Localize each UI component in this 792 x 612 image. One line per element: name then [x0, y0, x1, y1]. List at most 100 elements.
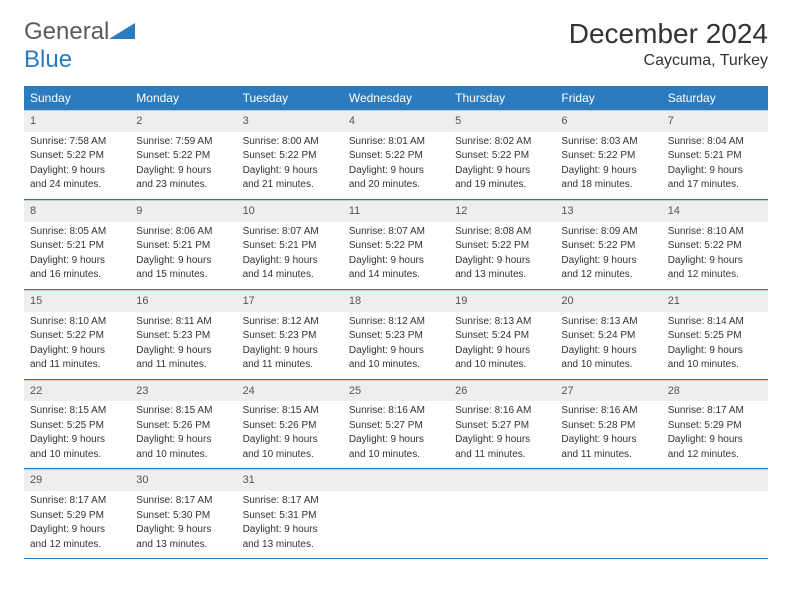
sunset-text: Sunset: 5:29 PM: [668, 419, 762, 433]
daylight-line1: Daylight: 9 hours: [30, 433, 124, 447]
sunrise-text: Sunrise: 8:15 AM: [30, 404, 124, 418]
day-number: 18: [343, 290, 449, 312]
calendar-day-cell: 25Sunrise: 8:16 AMSunset: 5:27 PMDayligh…: [343, 379, 449, 469]
day-number: .: [343, 469, 449, 491]
daylight-line2: and 14 minutes.: [349, 268, 443, 282]
sunset-text: Sunset: 5:23 PM: [243, 329, 337, 343]
calendar-day-cell: 14Sunrise: 8:10 AMSunset: 5:22 PMDayligh…: [662, 199, 768, 289]
day-number: 6: [555, 110, 661, 132]
sunrise-text: Sunrise: 8:05 AM: [30, 225, 124, 239]
daylight-line1: Daylight: 9 hours: [455, 433, 549, 447]
sunset-text: Sunset: 5:22 PM: [349, 239, 443, 253]
day-details: Sunrise: 8:07 AMSunset: 5:22 PMDaylight:…: [343, 222, 449, 289]
sunset-text: Sunset: 5:21 PM: [30, 239, 124, 253]
weekday-header-row: Sunday Monday Tuesday Wednesday Thursday…: [24, 86, 768, 110]
day-number: 4: [343, 110, 449, 132]
calendar-day-cell: 4Sunrise: 8:01 AMSunset: 5:22 PMDaylight…: [343, 110, 449, 199]
calendar-week-row: 1Sunrise: 7:58 AMSunset: 5:22 PMDaylight…: [24, 110, 768, 199]
day-number: 23: [130, 380, 236, 402]
daylight-line1: Daylight: 9 hours: [243, 344, 337, 358]
daylight-line2: and 10 minutes.: [243, 448, 337, 462]
logo-word-general: General: [24, 18, 109, 45]
calendar-day-cell: 11Sunrise: 8:07 AMSunset: 5:22 PMDayligh…: [343, 199, 449, 289]
daylight-line1: Daylight: 9 hours: [30, 164, 124, 178]
sunrise-text: Sunrise: 8:16 AM: [455, 404, 549, 418]
calendar-day-cell: 31Sunrise: 8:17 AMSunset: 5:31 PMDayligh…: [237, 469, 343, 559]
day-details: Sunrise: 8:14 AMSunset: 5:25 PMDaylight:…: [662, 312, 768, 379]
sunset-text: Sunset: 5:24 PM: [561, 329, 655, 343]
calendar-day-cell: .: [555, 469, 661, 559]
calendar-week-row: 15Sunrise: 8:10 AMSunset: 5:22 PMDayligh…: [24, 289, 768, 379]
sunrise-text: Sunrise: 8:14 AM: [668, 315, 762, 329]
day-details: Sunrise: 8:13 AMSunset: 5:24 PMDaylight:…: [449, 312, 555, 379]
sunset-text: Sunset: 5:25 PM: [30, 419, 124, 433]
logo-text: General Blue: [24, 18, 135, 74]
day-number: 11: [343, 200, 449, 222]
day-details: Sunrise: 8:15 AMSunset: 5:26 PMDaylight:…: [237, 401, 343, 468]
sunrise-text: Sunrise: 7:59 AM: [136, 135, 230, 149]
daylight-line1: Daylight: 9 hours: [243, 164, 337, 178]
logo-word-blue: Blue: [24, 46, 72, 73]
day-number: 22: [24, 380, 130, 402]
day-number: .: [555, 469, 661, 491]
day-details: Sunrise: 8:04 AMSunset: 5:21 PMDaylight:…: [662, 132, 768, 199]
sunset-text: Sunset: 5:22 PM: [561, 149, 655, 163]
calendar-day-cell: 6Sunrise: 8:03 AMSunset: 5:22 PMDaylight…: [555, 110, 661, 199]
daylight-line1: Daylight: 9 hours: [668, 433, 762, 447]
day-number: 19: [449, 290, 555, 312]
daylight-line1: Daylight: 9 hours: [561, 254, 655, 268]
title-block: December 2024 Caycuma, Turkey: [569, 18, 768, 70]
day-details: Sunrise: 8:12 AMSunset: 5:23 PMDaylight:…: [343, 312, 449, 379]
day-details: Sunrise: 8:05 AMSunset: 5:21 PMDaylight:…: [24, 222, 130, 289]
sunset-text: Sunset: 5:22 PM: [349, 149, 443, 163]
day-number: 31: [237, 469, 343, 491]
daylight-line2: and 12 minutes.: [668, 448, 762, 462]
calendar-day-cell: 16Sunrise: 8:11 AMSunset: 5:23 PMDayligh…: [130, 289, 236, 379]
daylight-line1: Daylight: 9 hours: [455, 164, 549, 178]
daylight-line1: Daylight: 9 hours: [136, 344, 230, 358]
weekday-monday: Monday: [130, 86, 236, 110]
day-details: Sunrise: 8:01 AMSunset: 5:22 PMDaylight:…: [343, 132, 449, 199]
sunrise-text: Sunrise: 8:08 AM: [455, 225, 549, 239]
sunrise-text: Sunrise: 8:09 AM: [561, 225, 655, 239]
day-number: 8: [24, 200, 130, 222]
calendar-day-cell: 13Sunrise: 8:09 AMSunset: 5:22 PMDayligh…: [555, 199, 661, 289]
day-details: Sunrise: 8:10 AMSunset: 5:22 PMDaylight:…: [24, 312, 130, 379]
day-number: 29: [24, 469, 130, 491]
day-number: 10: [237, 200, 343, 222]
calendar-day-cell: 23Sunrise: 8:15 AMSunset: 5:26 PMDayligh…: [130, 379, 236, 469]
day-details: Sunrise: 7:59 AMSunset: 5:22 PMDaylight:…: [130, 132, 236, 199]
sunset-text: Sunset: 5:24 PM: [455, 329, 549, 343]
day-details: Sunrise: 8:15 AMSunset: 5:25 PMDaylight:…: [24, 401, 130, 468]
day-number: 12: [449, 200, 555, 222]
day-number: 28: [662, 380, 768, 402]
location: Caycuma, Turkey: [569, 52, 768, 70]
day-number: 16: [130, 290, 236, 312]
day-number: 3: [237, 110, 343, 132]
sunset-text: Sunset: 5:27 PM: [455, 419, 549, 433]
day-details: Sunrise: 8:08 AMSunset: 5:22 PMDaylight:…: [449, 222, 555, 289]
sunrise-text: Sunrise: 8:10 AM: [668, 225, 762, 239]
calendar-day-cell: .: [343, 469, 449, 559]
day-details: Sunrise: 8:07 AMSunset: 5:21 PMDaylight:…: [237, 222, 343, 289]
calendar-day-cell: 9Sunrise: 8:06 AMSunset: 5:21 PMDaylight…: [130, 199, 236, 289]
calendar-day-cell: 3Sunrise: 8:00 AMSunset: 5:22 PMDaylight…: [237, 110, 343, 199]
sunset-text: Sunset: 5:21 PM: [668, 149, 762, 163]
daylight-line1: Daylight: 9 hours: [455, 254, 549, 268]
logo-triangle-icon: [109, 18, 135, 38]
sunset-text: Sunset: 5:25 PM: [668, 329, 762, 343]
sunrise-text: Sunrise: 8:15 AM: [136, 404, 230, 418]
calendar-day-cell: 8Sunrise: 8:05 AMSunset: 5:21 PMDaylight…: [24, 199, 130, 289]
daylight-line1: Daylight: 9 hours: [136, 254, 230, 268]
day-number: 15: [24, 290, 130, 312]
day-number: 17: [237, 290, 343, 312]
daylight-line2: and 12 minutes.: [561, 268, 655, 282]
day-number: 25: [343, 380, 449, 402]
calendar-day-cell: 5Sunrise: 8:02 AMSunset: 5:22 PMDaylight…: [449, 110, 555, 199]
weekday-tuesday: Tuesday: [237, 86, 343, 110]
daylight-line2: and 10 minutes.: [136, 448, 230, 462]
daylight-line2: and 17 minutes.: [668, 178, 762, 192]
daylight-line2: and 10 minutes.: [455, 358, 549, 372]
calendar-day-cell: 2Sunrise: 7:59 AMSunset: 5:22 PMDaylight…: [130, 110, 236, 199]
sunset-text: Sunset: 5:22 PM: [455, 149, 549, 163]
